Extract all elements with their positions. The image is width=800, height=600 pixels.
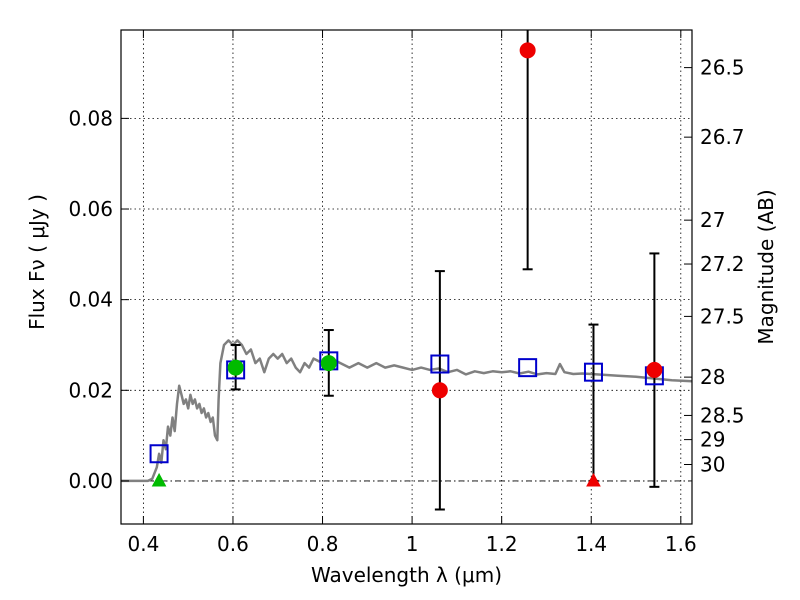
green-upper-limit-triangle	[151, 472, 167, 487]
red-detection-point	[646, 361, 663, 378]
right-tick-label: 26.5	[700, 56, 745, 80]
model-photometry-square	[518, 358, 538, 378]
y-tick-label: 0.06	[68, 197, 113, 221]
right-tick-label: 30	[700, 452, 725, 476]
right-tick-label: 28.5	[700, 403, 745, 427]
y-tick-label: 0.08	[68, 106, 113, 130]
x-tick-label: 0.4	[127, 532, 159, 556]
model-photometry-square	[430, 354, 450, 374]
red-upper-limit-triangle	[586, 472, 601, 487]
x-tick-label: 0.6	[217, 532, 249, 556]
red-detection-point	[519, 42, 536, 59]
grid	[121, 30, 692, 524]
right-tick-label: 27.5	[700, 304, 745, 328]
model-spectrum-line	[121, 339, 693, 483]
error-bars	[230, 30, 660, 511]
x-tick-label: 1.4	[575, 532, 607, 556]
right-axis-label: Magnitude (AB)	[754, 189, 778, 344]
x-tick-label: 1	[406, 532, 419, 556]
y-tick-label: 0.04	[68, 288, 113, 312]
x-tick-label: 0.8	[307, 532, 339, 556]
x-tick-label: 1.6	[665, 532, 697, 556]
x-axis-label: Wavelength λ (μm)	[311, 563, 502, 587]
model-photometry-square	[583, 362, 603, 382]
right-tick-label: 29	[700, 428, 725, 452]
green-detection-point	[227, 359, 244, 376]
right-tick-label: 26.7	[700, 125, 745, 149]
right-tick-label: 27	[700, 208, 725, 232]
x-tick-label: 1.2	[486, 532, 518, 556]
right-tick-label: 28	[700, 365, 725, 389]
model-photometry-square	[149, 444, 169, 464]
green-detection-point	[320, 355, 337, 372]
markers	[149, 42, 664, 487]
y-axis-label: Flux Fν ( μJy )	[25, 194, 49, 330]
y-tick-label: 0.02	[68, 378, 113, 402]
model-spectrum-layer	[121, 339, 693, 483]
plot-frame	[120, 29, 693, 525]
y-tick-label: 0.00	[68, 469, 113, 493]
ticks: 0.4 0.6 0.8 1 1.2 1.4 1.6 0.00 0.02 0.04 0.06 0.08 2…	[68, 30, 745, 556]
right-tick-label: 27.2	[700, 252, 745, 276]
red-detection-point	[431, 382, 448, 399]
